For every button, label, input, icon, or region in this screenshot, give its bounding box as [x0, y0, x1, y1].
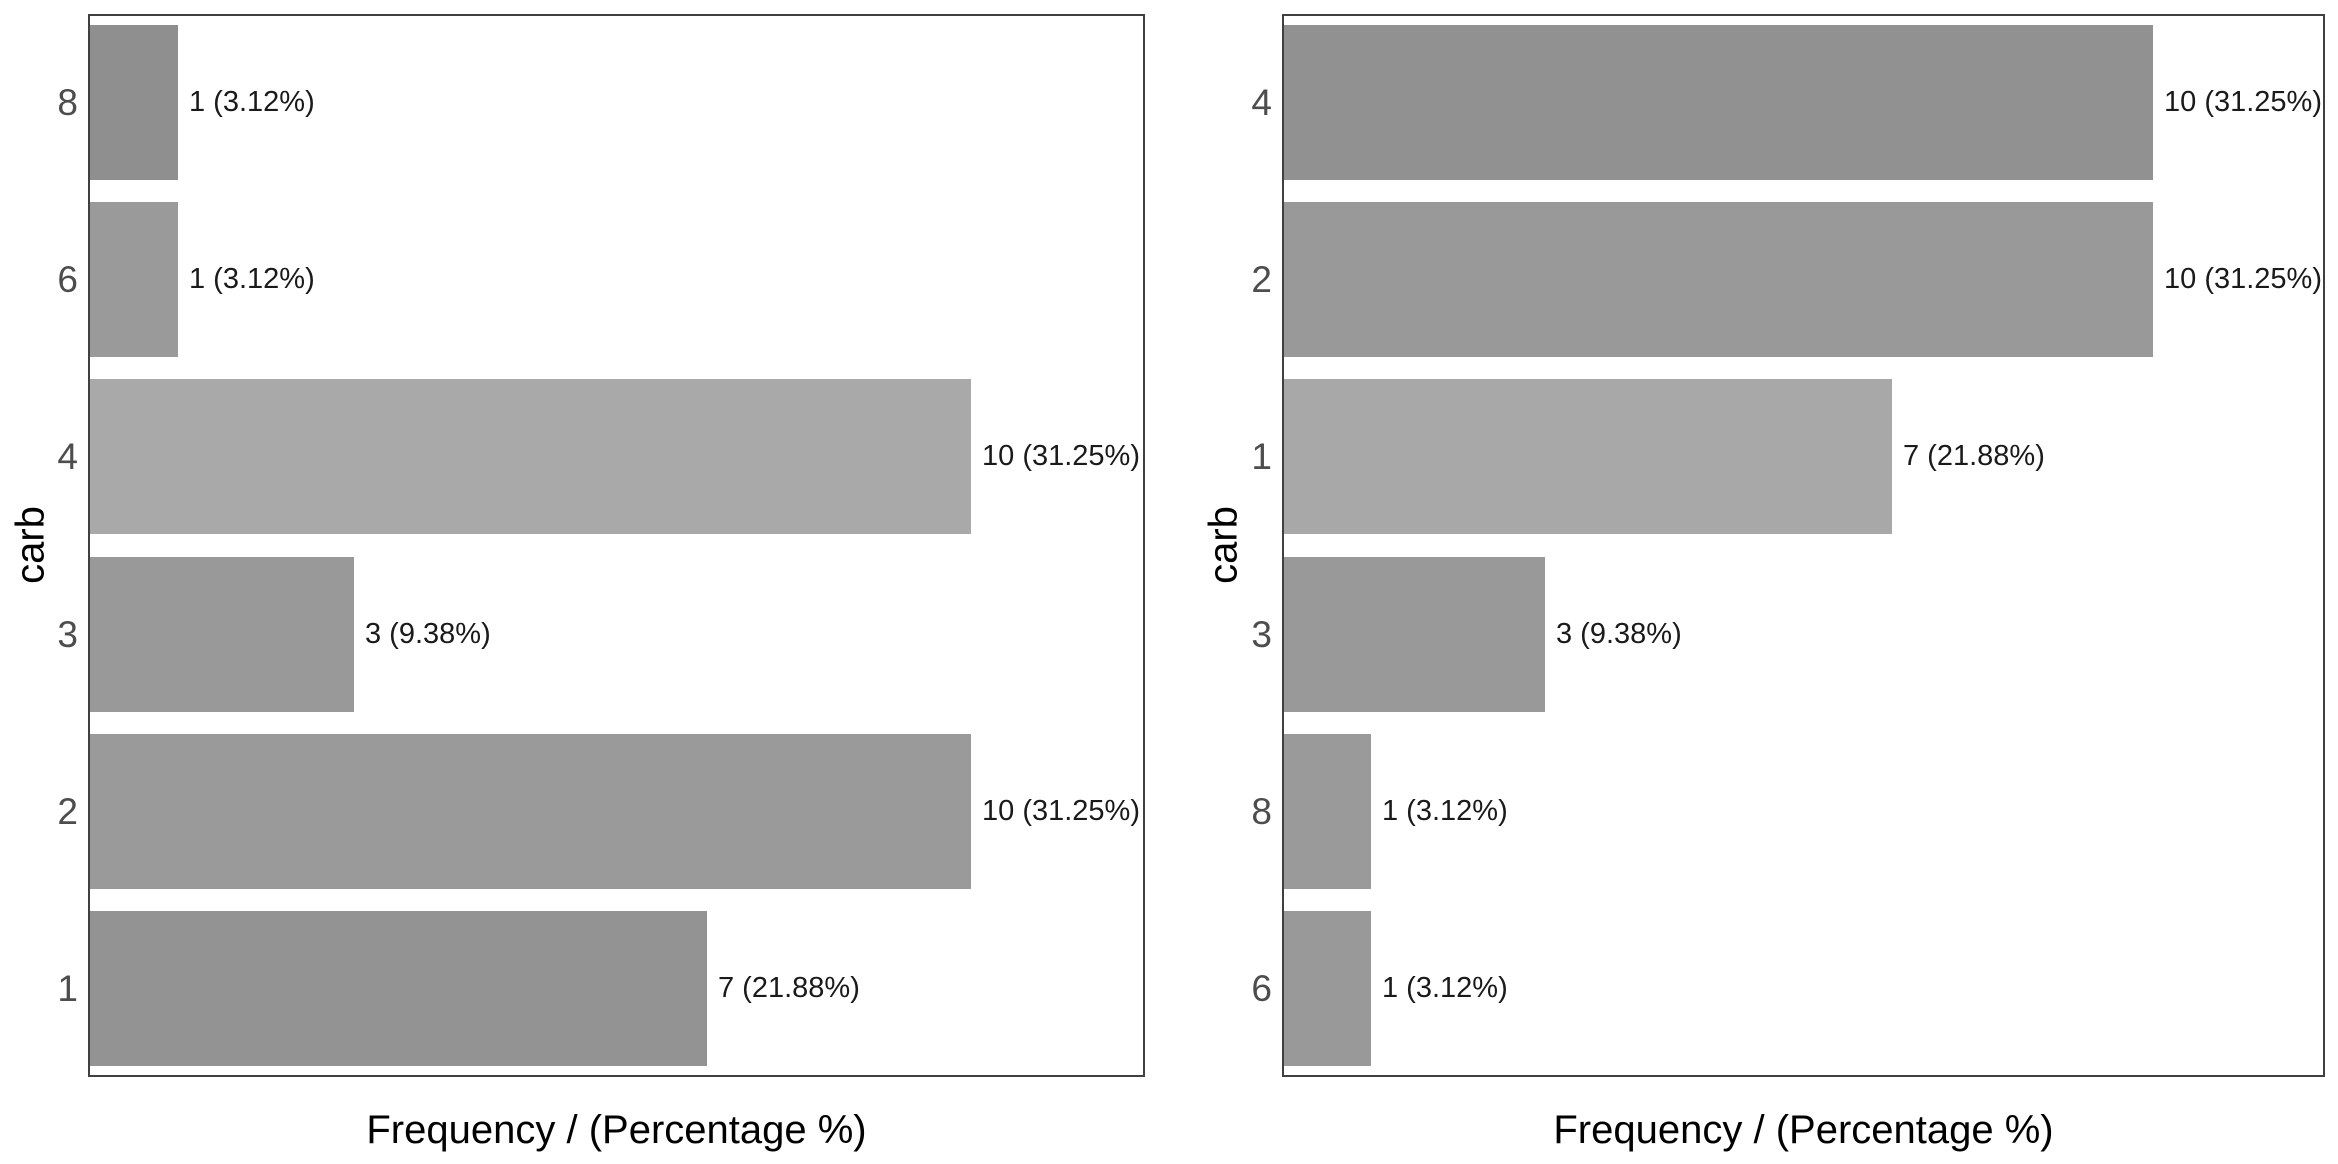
bar-value-label: 3 (9.38%) [1556, 617, 1682, 650]
x-axis-title-left: Frequency / (Percentage %) [366, 1108, 867, 1152]
plot-panel-right [1282, 14, 2325, 1077]
y-tick-label: 1 [1251, 436, 1272, 478]
bar-value-label: 1 (3.12%) [1382, 794, 1508, 827]
bar [90, 379, 971, 535]
bar-value-label: 10 (31.25%) [982, 440, 1140, 473]
bar [1284, 910, 1371, 1066]
bar [1284, 556, 1545, 712]
bar [1284, 379, 1892, 535]
bar [90, 202, 178, 358]
y-tick-label: 4 [57, 436, 78, 478]
y-tick-label: 3 [1251, 613, 1272, 655]
y-tick-label: 3 [57, 613, 78, 655]
bar [90, 556, 354, 712]
plot-panel-left [88, 14, 1145, 1077]
y-tick-label: 2 [57, 790, 78, 832]
bar [90, 25, 178, 181]
bar-value-label: 10 (31.25%) [2164, 86, 2322, 119]
bar-value-label: 10 (31.25%) [982, 794, 1140, 827]
y-tick-label: 4 [1251, 82, 1272, 123]
bar-value-label: 3 (9.38%) [365, 617, 491, 650]
bar-value-label: 7 (21.88%) [718, 971, 860, 1004]
bar [1284, 25, 2153, 181]
bar [90, 910, 707, 1066]
bar-value-label: 1 (3.12%) [1382, 971, 1508, 1004]
y-tick-label: 8 [1251, 790, 1272, 832]
bar [1284, 733, 1371, 889]
bar-value-label: 1 (3.12%) [189, 263, 315, 296]
y-tick-label: 2 [1251, 259, 1272, 301]
bar [90, 733, 971, 889]
x-axis-title-right: Frequency / (Percentage %) [1553, 1108, 2054, 1152]
bar-value-label: 1 (3.12%) [189, 86, 315, 119]
bar-value-label: 10 (31.25%) [2164, 263, 2322, 296]
bar-value-label: 7 (21.88%) [1903, 440, 2045, 473]
y-tick-label: 6 [57, 259, 78, 301]
y-tick-label: 6 [1251, 967, 1272, 1009]
y-tick-label: 8 [57, 82, 78, 123]
bar [1284, 202, 2153, 358]
y-tick-label: 1 [57, 967, 78, 1009]
